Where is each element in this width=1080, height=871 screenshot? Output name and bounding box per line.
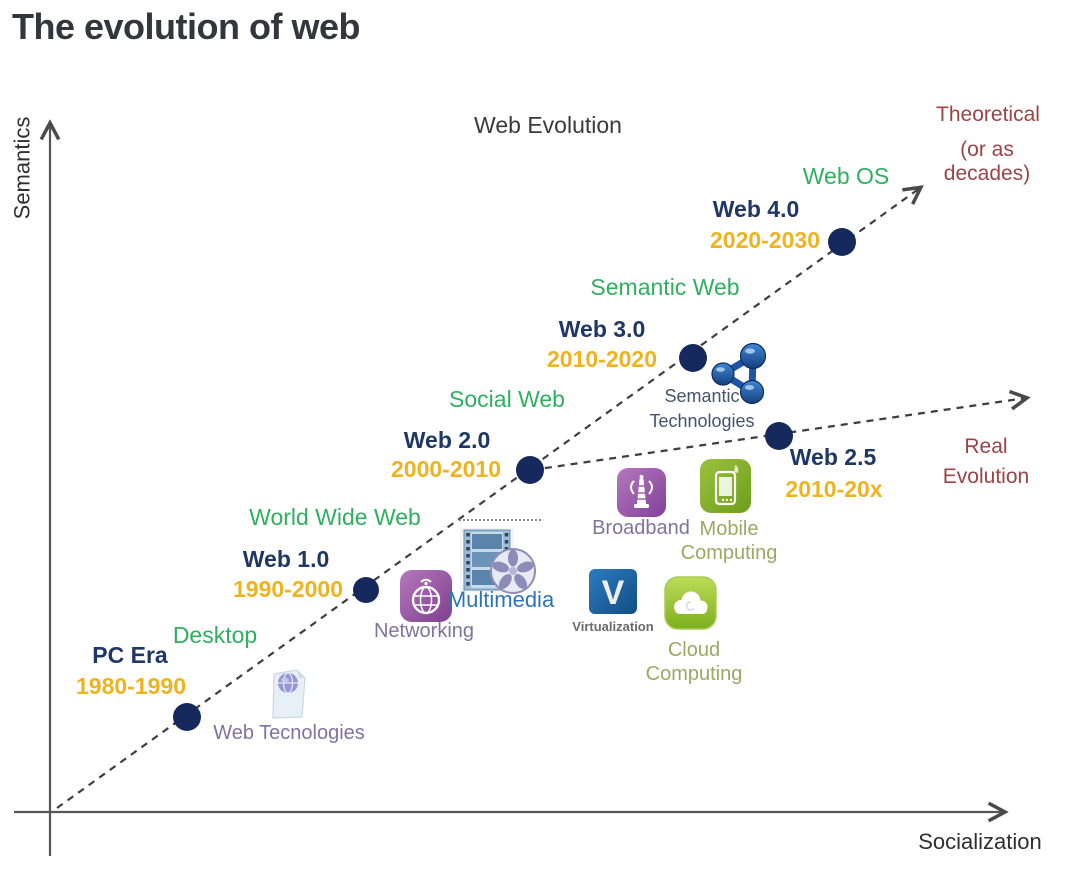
- milestone-dot-web-10: [353, 577, 379, 603]
- period-label-web-30: 2010-2020: [547, 346, 657, 372]
- period-label-web-10: 1990-2000: [233, 576, 343, 602]
- cloud-computing-icon: [664, 576, 717, 630]
- era-label-web-30: Web 3.0: [558, 316, 646, 342]
- chart-title: Web Evolution: [474, 112, 622, 138]
- real-annotation: Real Evolution: [942, 435, 1030, 488]
- milestone-dot-web-30: [679, 344, 707, 372]
- theoretical-annotation: Theoretical: [936, 103, 1040, 126]
- semantic-technologies-icon: [710, 340, 774, 408]
- x-axis-label: Socialization: [918, 829, 1042, 854]
- milestone-dot-pc-era: [173, 703, 201, 731]
- web-technologies-label: Web Tecnologies: [213, 722, 365, 744]
- milestone-dot-web-20: [516, 456, 544, 484]
- svg-text:V: V: [602, 574, 625, 612]
- period-label-web-40: 2020-2030: [710, 227, 820, 253]
- networking-label: Networking: [373, 620, 475, 642]
- phase-label-web-os: Web OS: [802, 163, 890, 189]
- period-label-web-25: 2010-20x: [785, 476, 883, 502]
- networking-icon: [399, 569, 453, 623]
- multimedia-icon: [458, 524, 544, 596]
- theoretical-trend-line: [56, 188, 920, 809]
- period-label-web-20: 2000-2010: [391, 456, 501, 482]
- phase-label-semantic-web: Semantic Web: [590, 274, 740, 300]
- era-label-web-40: Web 4.0: [712, 196, 800, 222]
- mobile-computing-label: Mobile Computing: [680, 518, 778, 564]
- phase-label-world-wide-web: World Wide Web: [249, 504, 421, 530]
- mobile-computing-icon: [699, 457, 752, 515]
- semantic-technologies-label: Semantic Technologies: [649, 386, 755, 431]
- era-label-web-10: Web 1.0: [242, 546, 330, 572]
- era-label-web-20: Web 2.0: [403, 427, 491, 453]
- milestone-dot-web-25: [765, 422, 793, 450]
- phase-label-social-web: Social Web: [449, 386, 565, 412]
- virtualization-label: Virtualization: [572, 619, 654, 634]
- theoretical-annotation-sub: (or as decades): [943, 138, 1031, 186]
- selection-artifact-line: [459, 519, 541, 521]
- phase-label-desktop: Desktop: [172, 622, 258, 648]
- broadband-label: Broadband: [592, 517, 690, 539]
- page-title: The evolution of web: [12, 6, 361, 47]
- multimedia-label: Multimedia: [447, 587, 555, 612]
- milestone-dot-web-40: [828, 228, 856, 256]
- web-technologies-icon: [264, 665, 314, 723]
- era-label-pc-era: PC Era: [92, 642, 168, 668]
- cloud-computing-label: Cloud Computing: [645, 639, 743, 685]
- virtualization-icon: V: [588, 568, 638, 615]
- y-axis-label: Semantics: [9, 116, 35, 220]
- broadband-icon: [616, 467, 667, 518]
- milestone-dots: [173, 228, 856, 731]
- period-label-pc-era: 1980-1990: [76, 673, 186, 699]
- era-label-web-25: Web 2.5: [789, 444, 877, 470]
